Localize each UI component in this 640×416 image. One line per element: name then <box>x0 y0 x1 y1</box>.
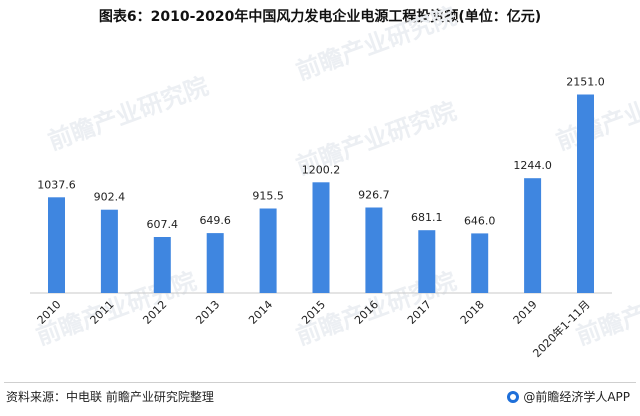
brand-text: @前瞻经济学人APP <box>523 390 630 404</box>
bar-2018 <box>471 233 489 293</box>
data-label: 2151.0 <box>566 76 605 89</box>
x-tick-label: 2018 <box>458 298 487 327</box>
data-label: 1244.0 <box>513 159 552 172</box>
bar-2015 <box>312 182 330 293</box>
watermark-text: 前瞻产业研究院 <box>44 72 211 156</box>
brand-logo-icon <box>507 390 520 403</box>
bar-2014 <box>259 208 277 293</box>
data-label: 926.7 <box>358 189 390 202</box>
data-label: 1200.2 <box>302 163 341 176</box>
bar-2013 <box>206 233 224 293</box>
bar-2011 <box>100 209 118 293</box>
bar-2017 <box>418 230 436 293</box>
data-label: 649.6 <box>199 214 231 227</box>
x-tick-label: 2019 <box>511 298 540 327</box>
chart-title: 图表6：2010-2020年中国风力发电企业电源工程投资额(单位：亿元) <box>98 9 542 25</box>
source-note: 资料来源：中电联 前瞻产业研究院整理 <box>6 390 214 404</box>
bar-2020年1-11月 <box>577 94 594 293</box>
data-label: 681.1 <box>411 211 443 224</box>
data-label: 646.0 <box>464 214 496 227</box>
watermark-text: 前瞻产业研究院 <box>292 2 459 86</box>
bar-2010 <box>48 197 65 293</box>
bar-2016 <box>365 207 383 293</box>
data-label: 915.5 <box>252 190 284 203</box>
bar-2012 <box>153 237 171 293</box>
bar-2019 <box>524 178 542 293</box>
data-label: 902.4 <box>94 191 126 204</box>
data-label: 1037.6 <box>37 178 76 191</box>
brand-credit: @前瞻经济学人APP <box>507 388 630 405</box>
x-tick-label: 2013 <box>193 298 222 327</box>
data-label: 607.4 <box>147 218 179 231</box>
footer-divider <box>4 382 636 383</box>
x-tick-label: 2014 <box>246 298 275 327</box>
